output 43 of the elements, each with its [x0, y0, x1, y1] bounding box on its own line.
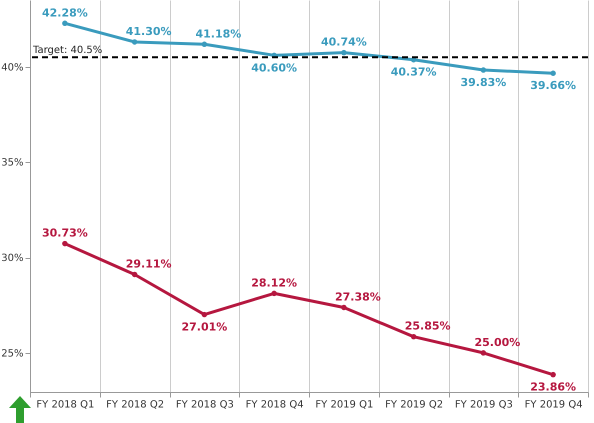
point [132, 272, 138, 278]
x-tick-label: FY 2018 Q1 [36, 400, 94, 410]
data-label: 41.30% [126, 24, 172, 38]
x-tick-label: FY 2019 Q2 [385, 400, 444, 410]
data-label: 42.28% [42, 6, 88, 20]
x-tick-label: FY 2019 Q3 [454, 400, 513, 410]
data-label: 40.60% [251, 61, 298, 74]
data-label: 23.86% [530, 380, 576, 394]
point [202, 42, 208, 47]
y-tick-label: 35% [1, 158, 24, 169]
point [62, 240, 68, 246]
data-label: 27.38% [334, 290, 381, 304]
data-label: 30.73% [42, 226, 88, 240]
point [550, 372, 556, 378]
data-label: 39.83% [460, 76, 506, 90]
y-tick-label: 25% [1, 348, 24, 360]
y-tick-label: 40% [1, 62, 24, 74]
data-label: 25.85% [404, 320, 451, 333]
data-label: 27.01% [181, 320, 228, 334]
point [550, 70, 556, 76]
point [410, 334, 416, 340]
point [480, 350, 486, 356]
data-label: 25.00% [474, 336, 520, 349]
x-tick-label: FY 2018 Q3 [176, 400, 234, 410]
point [341, 50, 347, 56]
point [480, 67, 486, 73]
data-label: 39.66% [530, 79, 576, 92]
data-label: 41.18% [195, 27, 242, 40]
x-tick-label: FY 2018 Q2 [106, 400, 164, 410]
point [62, 20, 68, 26]
data-label: 28.12% [251, 276, 298, 290]
y-tick-label: 30% [1, 253, 24, 264]
point [271, 290, 277, 296]
point [202, 312, 208, 318]
x-tick-label: FY 2019 Q4 [524, 400, 583, 410]
point [341, 304, 347, 310]
data-label: 40.74% [320, 36, 367, 49]
point [132, 39, 138, 45]
x-tick-label: FY 2018 Q4 [246, 400, 304, 410]
data-label: 40.37% [390, 66, 437, 79]
data-label: 29.11% [126, 257, 172, 270]
ref-line-label: Target: 40.5% [32, 45, 102, 56]
x-tick-label: FY 2019 Q1 [315, 400, 374, 410]
